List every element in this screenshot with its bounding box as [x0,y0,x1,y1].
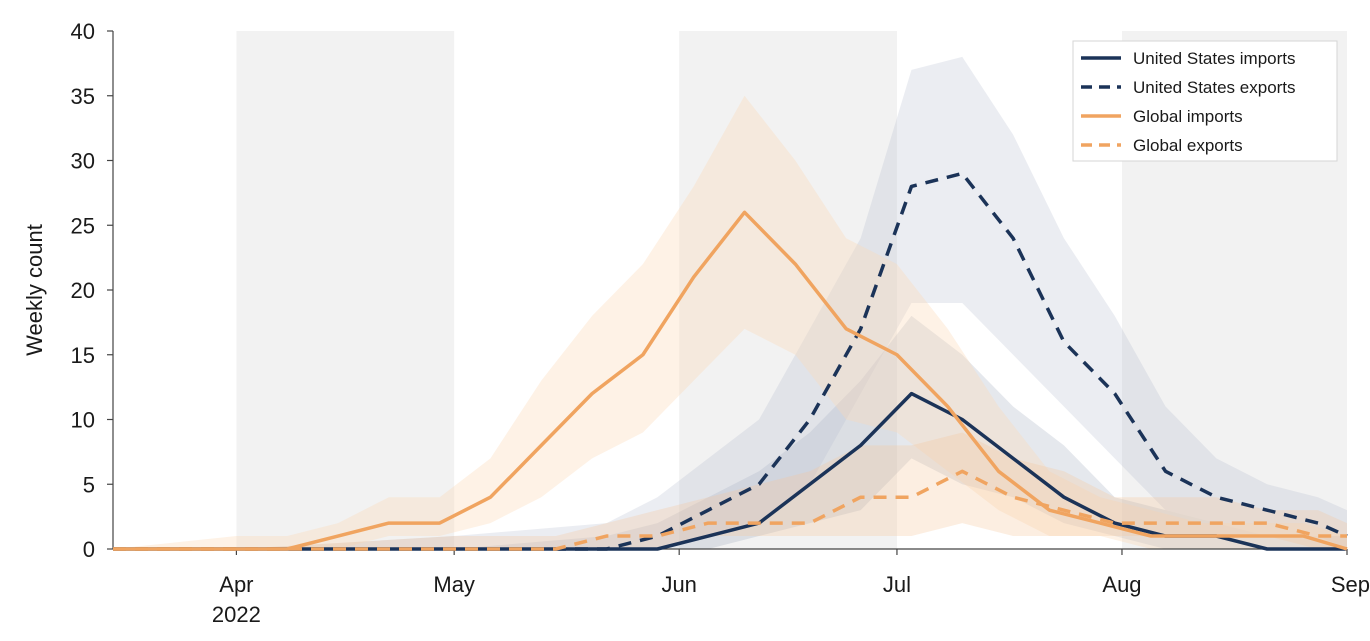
legend-label-3: Global exports [1133,136,1243,155]
legend-label-0: United States imports [1133,49,1296,68]
series-lines [113,171,1348,551]
series-line-3 [113,469,1347,551]
y-tick-label-35: 35 [71,84,95,109]
shaded-period-1 [679,31,897,549]
legend-label-1: United States exports [1133,78,1296,97]
legend-label-2: Global imports [1133,107,1243,126]
x-tick-label-jul: Jul [883,572,911,597]
y-tick-label-5: 5 [83,472,95,497]
x-tick-sublabel-year: 2022 [212,602,261,627]
x-tick-label-apr: Apr [219,572,253,597]
y-tick-label-20: 20 [71,278,95,303]
shaded-period-0 [236,31,455,549]
y-tick-label-25: 25 [71,213,95,238]
y-tick-label-0: 0 [83,537,95,562]
series-line-1 [113,171,1348,551]
y-tick-label-15: 15 [71,343,95,368]
series-line-2 [113,210,1348,551]
band-series-3 [113,432,1347,549]
legend-box [1072,40,1338,162]
x-tick-label-aug: Aug [1102,572,1141,597]
legend: United States imports United States expor… [1072,40,1338,162]
y-axis-label: Weekly count [22,224,47,356]
x-tick-label-may: May [433,572,475,597]
y-tick-label-40: 40 [71,19,95,44]
y-tick-label-30: 30 [71,149,95,174]
band-series-0 [113,315,1347,549]
x-tick-label-sep: Sep [1331,572,1370,597]
band-series-2 [113,95,1347,549]
y-tick-label-10: 10 [71,408,95,433]
x-tick-label-jun: Jun [661,572,696,597]
axes: 0 5 10 15 20 25 30 35 40 Apr 2022 May Jun Jul Aug Sep [71,19,1370,627]
